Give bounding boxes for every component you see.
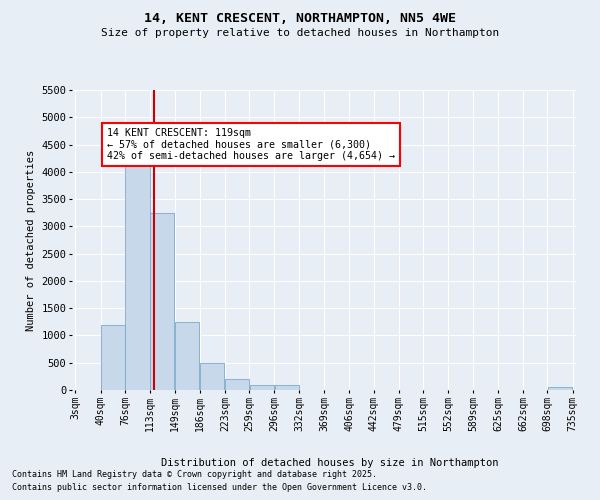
- Bar: [151, 212, 174, 390]
- Bar: [225, 379, 249, 390]
- Text: 14, KENT CRESCENT, NORTHAMPTON, NN5 4WE: 14, KENT CRESCENT, NORTHAMPTON, NN5 4WE: [144, 12, 456, 26]
- Text: Contains HM Land Registry data © Crown copyright and database right 2025.: Contains HM Land Registry data © Crown c…: [12, 470, 377, 479]
- Bar: [175, 322, 199, 390]
- Bar: [548, 388, 572, 390]
- Bar: [250, 385, 274, 390]
- Bar: [275, 384, 299, 390]
- Text: Contains public sector information licensed under the Open Government Licence v3: Contains public sector information licen…: [12, 484, 427, 492]
- Text: 14 KENT CRESCENT: 119sqm
← 57% of detached houses are smaller (6,300)
42% of sem: 14 KENT CRESCENT: 119sqm ← 57% of detach…: [107, 128, 395, 162]
- Bar: [125, 156, 150, 390]
- Y-axis label: Number of detached properties: Number of detached properties: [26, 150, 36, 330]
- Text: Distribution of detached houses by size in Northampton: Distribution of detached houses by size …: [161, 458, 499, 468]
- Bar: [200, 364, 224, 390]
- Bar: [101, 324, 125, 390]
- Text: Size of property relative to detached houses in Northampton: Size of property relative to detached ho…: [101, 28, 499, 38]
